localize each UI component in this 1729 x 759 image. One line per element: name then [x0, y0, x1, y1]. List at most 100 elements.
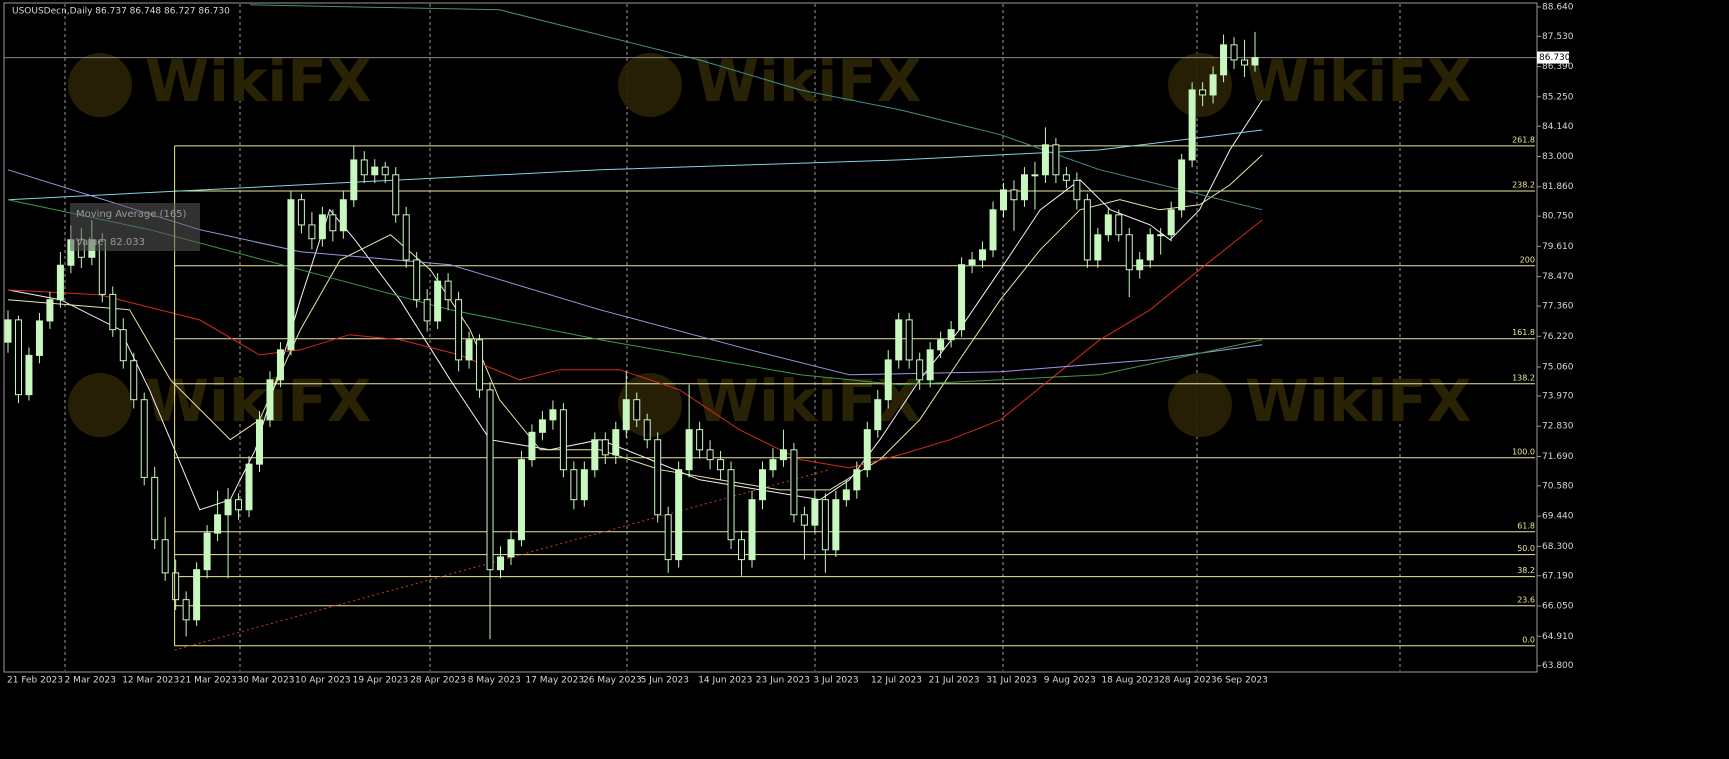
candle-body — [151, 476, 159, 541]
candle-body — [308, 224, 316, 240]
candle-body — [140, 399, 148, 478]
fib-label: 38.2 — [1517, 566, 1535, 575]
candle-body — [633, 399, 641, 421]
candle-body — [214, 514, 222, 534]
watermark-text: WikiFX — [695, 367, 922, 435]
candle-body — [1052, 144, 1060, 176]
candle-body — [465, 339, 473, 361]
candle-body — [1041, 144, 1049, 176]
candle-body — [811, 499, 819, 526]
candle-body — [769, 459, 777, 471]
watermark-text: WikiFX — [145, 47, 372, 115]
candle-body — [1241, 59, 1249, 66]
candle-body — [350, 159, 358, 201]
candle-body — [255, 419, 263, 465]
candle-body — [528, 431, 536, 461]
fib-label: 100.0 — [1512, 447, 1535, 456]
y-tick-label: 88.640 — [1542, 2, 1574, 12]
plot-frame — [3, 2, 1538, 673]
candle-body — [287, 199, 295, 351]
candle-body — [130, 360, 138, 401]
y-tick-label: 79.610 — [1542, 242, 1574, 252]
candle-body — [559, 409, 567, 471]
candle-body — [1188, 89, 1196, 161]
candle-body — [979, 249, 987, 261]
candle-body — [423, 299, 431, 322]
x-tick-label: 12 Mar 2023 — [122, 676, 179, 686]
candle-body — [1125, 234, 1133, 271]
candle-body — [601, 439, 609, 456]
candle-body — [203, 532, 211, 571]
y-tick-label: 64.910 — [1542, 632, 1574, 642]
candle-body — [1104, 214, 1112, 236]
watermark-logo — [618, 373, 682, 437]
candle-body — [1031, 174, 1039, 177]
candle-body — [46, 299, 54, 322]
candle-body — [476, 339, 484, 391]
candle-body — [842, 489, 850, 501]
candle-body — [318, 214, 326, 240]
candle-body — [1157, 234, 1165, 237]
watermark-logo — [68, 373, 132, 437]
candle-body — [1083, 199, 1091, 261]
trend-line — [174, 469, 830, 651]
candle-body — [748, 499, 756, 561]
candle-body — [937, 339, 945, 351]
y-tick-label: 78.470 — [1542, 272, 1574, 282]
candle-body — [455, 299, 463, 361]
y-tick-label: 69.440 — [1542, 512, 1574, 522]
x-tick-label: 19 Apr 2023 — [353, 676, 409, 686]
candle-body — [1073, 179, 1081, 201]
x-tick-label: 23 Jun 2023 — [756, 676, 810, 686]
candle-body — [329, 214, 337, 232]
y-tick-label: 85.250 — [1542, 92, 1574, 102]
fib-label: 23.6 — [1517, 595, 1535, 604]
y-tick-label: 84.140 — [1542, 122, 1574, 132]
candle-body — [675, 469, 683, 561]
candle-body — [402, 214, 410, 261]
candle-body — [381, 166, 389, 176]
fib-label: 61.8 — [1517, 521, 1535, 530]
candle-body — [654, 439, 662, 516]
x-tick-label: 8 May 2023 — [468, 676, 521, 686]
candle-body — [622, 399, 630, 431]
candle-body — [717, 459, 725, 471]
x-tick-label: 12 Jul 2023 — [871, 676, 922, 686]
candle-body — [916, 359, 924, 381]
fib-label: 238.2 — [1512, 180, 1535, 189]
candle-body — [245, 463, 253, 511]
x-tick-label: 21 Feb 2023 — [7, 676, 63, 686]
watermark-logo — [68, 53, 132, 117]
candle-body — [297, 199, 305, 226]
x-tick-label: 31 Jul 2023 — [986, 676, 1037, 686]
moving-average — [7, 129, 1263, 201]
y-tick-label: 87.530 — [1542, 32, 1574, 42]
y-tick-label: 68.300 — [1542, 542, 1574, 552]
x-tick-label: 21 Jul 2023 — [929, 676, 980, 686]
candle-body — [56, 264, 64, 301]
price-tag-label: 86.730 — [1539, 53, 1571, 63]
candle-body — [832, 499, 840, 551]
fib-label: 200 — [1520, 255, 1535, 264]
chart-title: USOUSDecn,Daily 86.737 86.748 86.727 86.… — [12, 7, 230, 17]
candle-body — [276, 349, 284, 381]
candle-body — [1209, 74, 1217, 96]
fib-label: 138.2 — [1512, 373, 1535, 382]
candle-body — [1094, 234, 1102, 261]
candle-body — [821, 499, 829, 551]
candle-body — [727, 469, 735, 541]
watermark-logo — [618, 53, 682, 117]
y-tick-label: 72.830 — [1542, 422, 1574, 432]
candle-body — [193, 569, 201, 621]
y-tick-label: 77.360 — [1542, 302, 1574, 312]
candle-body — [1115, 214, 1123, 236]
plot-layer — [4, 4, 1537, 651]
x-tick-label: 28 Apr 2023 — [410, 676, 466, 686]
x-tick-label: 17 May 2023 — [525, 676, 584, 686]
fib-label: 161.8 — [1512, 328, 1535, 337]
candle-body — [1220, 44, 1228, 76]
candle-body — [444, 280, 452, 301]
candle-body — [758, 469, 766, 501]
